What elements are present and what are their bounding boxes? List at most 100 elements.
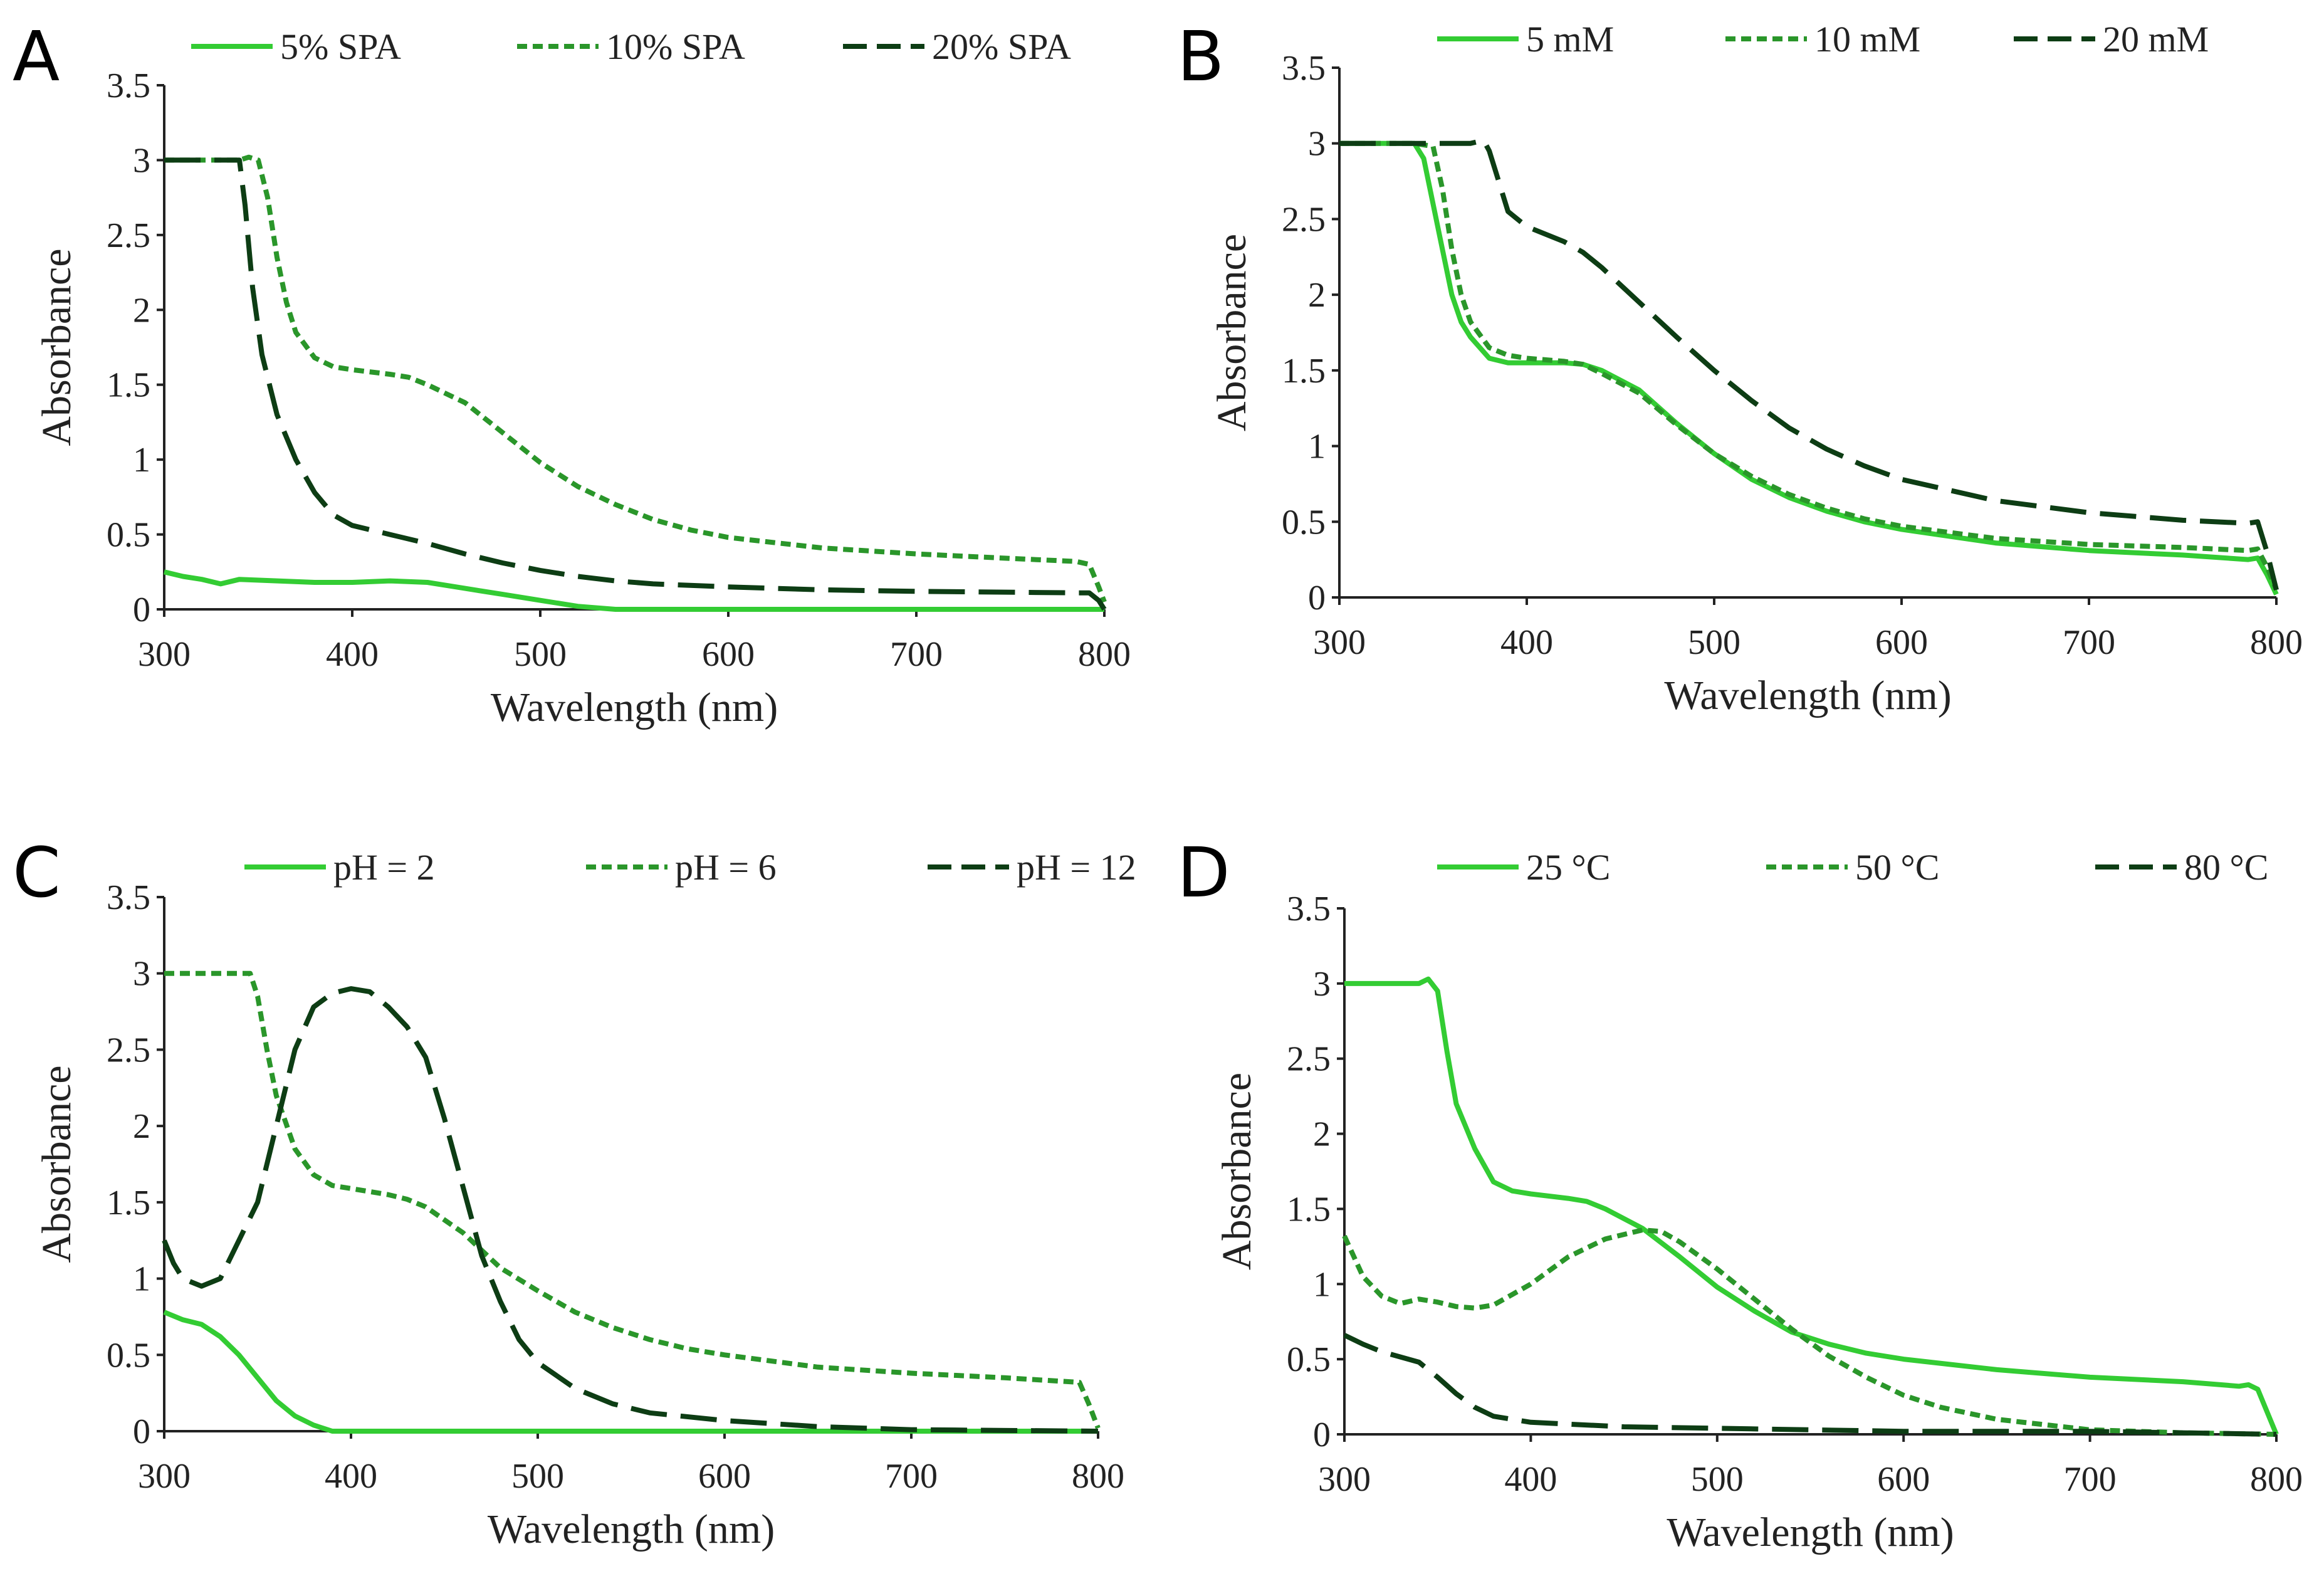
panel-letter: C (13, 833, 61, 913)
y-tick-label: 0 (133, 1412, 150, 1451)
y-tick-label: 0.5 (1282, 503, 1326, 542)
series-line-3 (162, 986, 1099, 1434)
y-axis-title: Absorbance (1214, 1073, 1260, 1270)
series-line-2 (1342, 1227, 2277, 1437)
y-axis-title: Absorbance (34, 1065, 80, 1263)
y-tick-label: 2 (1313, 1115, 1331, 1154)
y-tick-label: 2.5 (1287, 1040, 1331, 1079)
x-tick-label: 700 (2063, 623, 2115, 662)
legend: 25 °C 50 °C 80 °C (1437, 847, 2268, 888)
legend-label: pH = 2 (333, 847, 435, 888)
legend-label: 10% SPA (606, 26, 745, 67)
series-line-1 (1344, 976, 2279, 1436)
legend-label: 5% SPA (280, 26, 401, 67)
x-tick-label: 800 (2250, 1460, 2303, 1499)
y-tick-label: 1 (1313, 1265, 1331, 1304)
legend-label: pH = 12 (1017, 847, 1136, 888)
y-tick-label: 2.5 (107, 1031, 150, 1069)
y-tick-label: 0.5 (107, 1336, 150, 1375)
series-line-1 (164, 569, 1104, 612)
series-line-1 (163, 1310, 1098, 1434)
legend-label: 50 °C (1855, 847, 1939, 888)
legend-label: pH = 6 (675, 847, 777, 888)
panel-letter: B (1177, 16, 1224, 97)
legend-label: 20 mM (2103, 19, 2209, 60)
series-line-2 (164, 970, 1101, 1429)
x-tick-label: 600 (1877, 1460, 1930, 1499)
series-line-3 (1343, 1333, 2277, 1437)
x-tick-label: 800 (1072, 1457, 1124, 1496)
x-tick-label: 800 (2250, 623, 2303, 662)
x-tick-label: 700 (885, 1457, 938, 1496)
legend: 5% SPA 10% SPA 20% SPA (191, 26, 1071, 67)
x-tick-label: 500 (1691, 1460, 1744, 1499)
legend-label: 5 mM (1526, 19, 1614, 60)
x-tick-label: 300 (1313, 623, 1366, 662)
y-tick-label: 1 (133, 1260, 150, 1299)
y-tick-label: 1.5 (107, 366, 150, 405)
y-tick-label: 3 (133, 141, 150, 180)
y-tick-label: 2 (133, 291, 150, 330)
x-tick-label: 700 (2064, 1460, 2117, 1499)
x-tick-label: 400 (326, 635, 379, 674)
x-axis-title: Wavelength (nm) (1667, 1510, 1954, 1555)
series-line-3 (1339, 137, 2279, 591)
chart-panel-a: A 0 0.5 1 1.5 2 2.5 3 3.5 300 400 500 600 700 800 Wavel… (13, 16, 1131, 730)
chart-panel-c: C 0 0.5 1 1.5 2 2.5 3 3.5 300 400 500 600 700 800 Wavel… (13, 833, 1136, 1552)
x-tick-label: 500 (514, 635, 567, 674)
chart-panel-b: B 0 0.5 1 1.5 2 2.5 3 3.5 300 400 500 600 700 800 Wavel… (1177, 16, 2303, 718)
y-tick-label: 3 (1313, 965, 1331, 1004)
series-line-2 (164, 154, 1107, 603)
y-tick-label: 2.5 (107, 216, 150, 255)
x-tick-label: 300 (1318, 1460, 1371, 1499)
x-tick-label: 600 (1875, 623, 1928, 662)
y-tick-label: 1.5 (1282, 352, 1326, 391)
series-line-1 (1339, 140, 2279, 596)
legend-label: 25 °C (1526, 847, 1610, 888)
x-axis-title: Wavelength (nm) (488, 1506, 775, 1552)
panel-letter: D (1177, 833, 1230, 913)
y-tick-label: 0.5 (107, 516, 150, 555)
panel-letter: A (13, 16, 60, 97)
y-tick-label: 3.5 (1287, 890, 1331, 928)
y-tick-label: 2.5 (1282, 200, 1326, 239)
x-axis-title: Wavelength (nm) (491, 685, 778, 730)
y-tick-label: 3.5 (107, 878, 150, 917)
x-tick-label: 300 (138, 1457, 191, 1496)
y-tick-label: 0 (1313, 1416, 1331, 1454)
x-tick-label: 600 (698, 1457, 751, 1496)
y-tick-label: 0 (1308, 579, 1326, 617)
x-tick-label: 800 (1078, 635, 1131, 674)
x-tick-label: 400 (325, 1457, 377, 1496)
y-tick-label: 1 (133, 441, 150, 480)
x-tick-label: 400 (1504, 1460, 1557, 1499)
y-tick-label: 1.5 (1287, 1190, 1331, 1229)
y-tick-label: 0.5 (1287, 1340, 1331, 1379)
y-axis-title: Absorbance (34, 248, 80, 446)
y-tick-label: 2 (133, 1107, 150, 1146)
y-axis-title: Absorbance (1209, 234, 1255, 431)
x-tick-label: 700 (890, 635, 943, 674)
x-tick-label: 300 (138, 635, 191, 674)
legend-label: 80 °C (2184, 847, 2268, 888)
y-tick-label: 0 (133, 591, 150, 629)
x-tick-label: 500 (511, 1457, 564, 1496)
y-tick-label: 3 (133, 955, 150, 994)
legend-label: 10 mM (1814, 19, 1920, 60)
x-axis-title: Wavelength (nm) (1664, 673, 1951, 718)
series-line-3 (164, 157, 1107, 611)
legend: pH = 2 pH = 6 pH = 12 (244, 847, 1136, 888)
x-tick-label: 600 (702, 635, 755, 674)
legend-label: 20% SPA (932, 26, 1071, 67)
y-tick-label: 3.5 (107, 66, 150, 105)
series-line-2 (1339, 140, 2279, 591)
y-tick-label: 2 (1308, 276, 1326, 315)
x-tick-label: 500 (1688, 623, 1740, 662)
chart-panel-d: D 0 0.5 1 1.5 2 2.5 3 3.5 300 400 500 600 700 800 Wavel… (1177, 833, 2303, 1555)
legend: 5 mM 10 mM 20 mM (1437, 19, 2209, 60)
y-tick-label: 1.5 (107, 1184, 150, 1222)
x-tick-label: 400 (1500, 623, 1553, 662)
y-tick-label: 3 (1308, 125, 1326, 164)
y-tick-label: 1 (1308, 428, 1326, 466)
